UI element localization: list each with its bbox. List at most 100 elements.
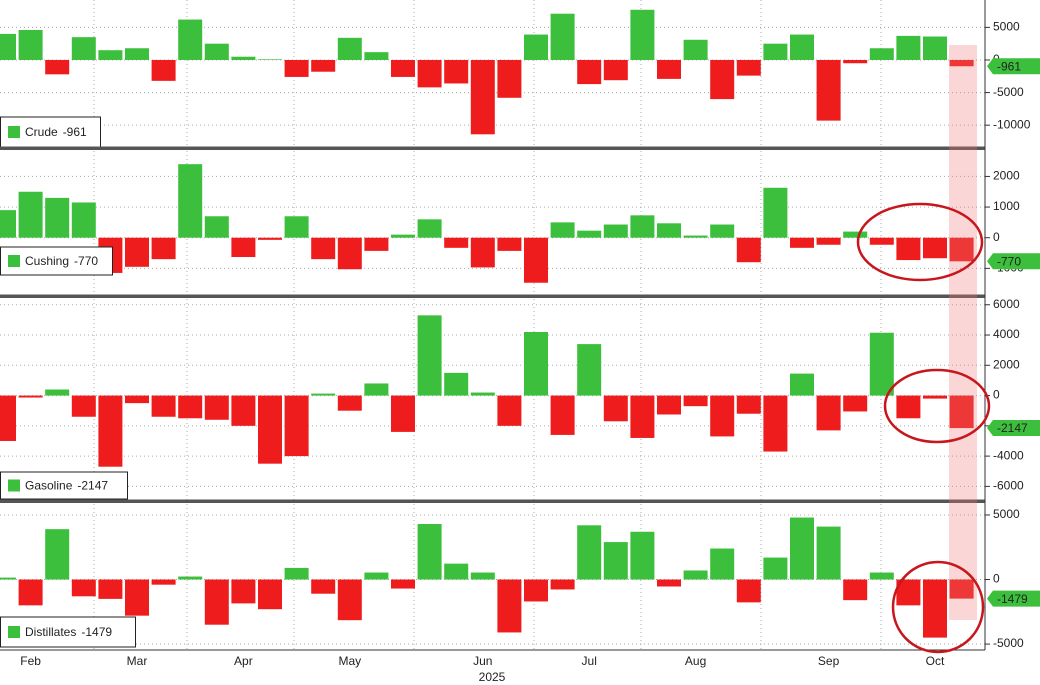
bar — [98, 395, 123, 467]
legend-swatch — [8, 126, 20, 138]
value-label: -770 — [997, 254, 1021, 268]
bar — [736, 395, 761, 414]
x-tick-label: Oct — [926, 654, 945, 668]
bar — [843, 231, 868, 238]
bar — [710, 224, 735, 238]
bar — [736, 59, 761, 76]
y-tick-label: 6000 — [993, 297, 1020, 311]
bar — [710, 59, 735, 100]
bar — [178, 395, 203, 419]
bar — [0, 577, 16, 580]
x-tick-label: Jul — [582, 654, 597, 668]
x-tick-label: Jun — [473, 654, 492, 668]
bar — [364, 572, 389, 580]
bar — [151, 395, 176, 417]
bar — [630, 9, 655, 60]
bar — [869, 237, 894, 245]
legend-box — [0, 471, 128, 500]
bar — [683, 395, 708, 407]
bar — [337, 579, 362, 621]
bar — [869, 332, 894, 396]
y-tick-label: -10000 — [993, 117, 1031, 131]
y-tick-label: 1000 — [993, 199, 1020, 213]
legend-value: -2147 — [77, 479, 108, 493]
bar — [657, 395, 681, 415]
bar — [71, 37, 96, 60]
annotation-circle — [883, 368, 991, 444]
x-tick-label: Aug — [685, 654, 706, 668]
bar — [736, 237, 761, 263]
bar — [311, 237, 336, 260]
bar — [444, 563, 469, 580]
bar — [391, 395, 415, 432]
bar — [284, 567, 309, 580]
bar — [923, 237, 947, 259]
bar — [337, 395, 362, 411]
bar — [98, 579, 123, 599]
y-tick-label: 5000 — [993, 20, 1020, 34]
bar — [843, 579, 868, 601]
bar — [497, 579, 522, 633]
bar — [657, 579, 681, 587]
bar — [71, 579, 96, 597]
bar — [869, 48, 894, 60]
bar — [417, 59, 442, 88]
bar — [790, 34, 814, 60]
bar — [497, 395, 522, 426]
bar — [710, 548, 735, 580]
bar — [683, 235, 708, 238]
bar — [125, 48, 149, 60]
value-label: -961 — [997, 59, 1021, 73]
bar — [949, 395, 974, 429]
bar — [550, 222, 575, 238]
bar — [125, 237, 149, 267]
bar — [364, 237, 389, 251]
legend-label: Gasoline — [25, 479, 73, 493]
legend-label: Distillates — [25, 625, 76, 639]
y-tick-label: -5000 — [993, 636, 1024, 650]
bar — [178, 164, 203, 238]
bar — [151, 579, 176, 585]
bar — [178, 576, 203, 580]
bar — [923, 36, 947, 60]
bar — [657, 59, 681, 79]
bar — [0, 395, 16, 441]
bar — [284, 59, 309, 77]
bar — [311, 579, 336, 594]
value-label: -1479 — [997, 592, 1028, 606]
bar — [577, 344, 602, 396]
bar — [657, 223, 681, 238]
legend-value: -1479 — [81, 625, 112, 639]
bar — [258, 59, 282, 60]
bar — [763, 395, 788, 452]
bar — [231, 579, 256, 604]
bar — [896, 35, 921, 60]
panel-separator — [0, 499, 985, 503]
bar — [497, 59, 522, 98]
x-tick-label: Apr — [234, 654, 253, 668]
bar — [683, 39, 708, 60]
legend-box — [0, 616, 136, 648]
legend-swatch — [8, 255, 20, 267]
bar — [816, 237, 841, 245]
bar — [125, 395, 149, 404]
bar — [337, 237, 362, 270]
legend-value: -961 — [63, 125, 87, 139]
annotation-circle — [891, 560, 985, 654]
bar — [18, 29, 43, 60]
x-tick-label: May — [338, 654, 361, 668]
legend-swatch — [8, 626, 20, 638]
y-tick-label: 0 — [993, 388, 1000, 402]
bar — [231, 395, 256, 426]
bar — [311, 59, 336, 72]
bar — [151, 59, 176, 81]
bar — [204, 216, 229, 238]
bar — [603, 395, 628, 422]
bar — [790, 373, 814, 396]
bar — [18, 191, 43, 238]
bar — [949, 59, 974, 67]
bar — [391, 59, 415, 77]
bar — [630, 531, 655, 580]
bar — [231, 56, 256, 60]
